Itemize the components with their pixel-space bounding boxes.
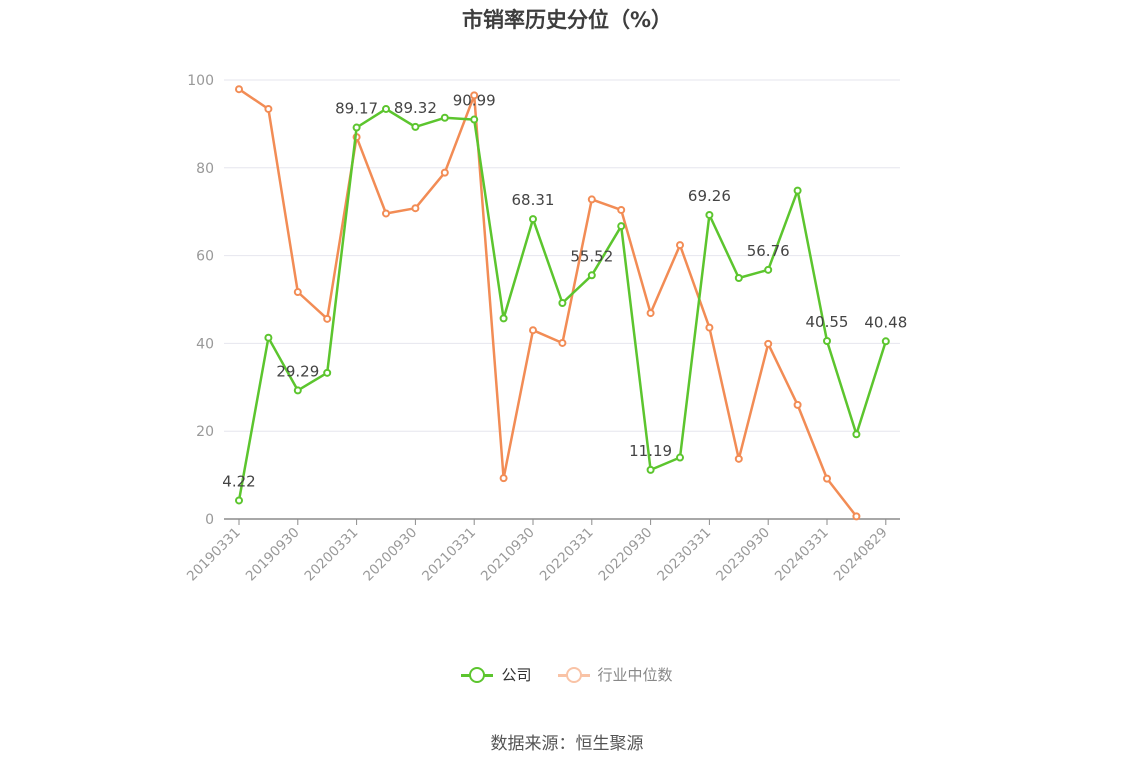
data-label: 40.55 xyxy=(806,313,849,331)
data-point xyxy=(852,512,861,521)
data-point xyxy=(646,309,655,318)
data-point xyxy=(470,91,479,100)
x-tick-label: 20220331 xyxy=(537,525,597,585)
data-point xyxy=(764,339,773,348)
data-labels: 4.22 29.29 89.17 89.32 90.99 68.31 55.52 11.19 6… xyxy=(222,92,907,491)
data-point xyxy=(823,336,831,345)
data-source: 数据来源：恒生聚源 xyxy=(490,734,644,754)
data-point xyxy=(823,474,831,483)
data-point xyxy=(705,210,714,219)
data-point xyxy=(676,453,684,462)
data-point xyxy=(646,465,655,474)
x-tick-label: 20190331 xyxy=(184,525,244,585)
data-point xyxy=(293,386,302,395)
data-point xyxy=(235,85,243,94)
data-point xyxy=(235,496,243,505)
series-industry-median xyxy=(235,85,861,521)
data-point xyxy=(293,288,302,297)
x-tick-label: 20240331 xyxy=(772,525,832,585)
data-label: 89.32 xyxy=(394,99,437,117)
y-tick-label: 100 xyxy=(187,73,214,89)
data-point xyxy=(411,204,420,213)
legend-industry-swatch-icon xyxy=(557,666,590,684)
data-point xyxy=(323,368,332,377)
legend-item-industry-median[interactable]: 行业中位数 xyxy=(557,664,673,685)
series-company xyxy=(235,104,890,505)
data-point xyxy=(881,337,890,346)
x-tick-label: 20210331 xyxy=(419,525,479,585)
x-tick-label: 20230331 xyxy=(654,525,714,585)
data-point xyxy=(264,104,273,113)
data-point xyxy=(323,314,332,323)
data-label: 89.17 xyxy=(335,100,378,118)
data-label: 55.52 xyxy=(570,247,613,265)
data-label: 11.19 xyxy=(629,442,672,460)
data-point xyxy=(382,209,390,218)
legend: 公司 行业中位数 xyxy=(0,664,1134,685)
legend-label-industry-median: 行业中位数 xyxy=(597,666,673,684)
data-point xyxy=(734,454,743,463)
x-tick-label: 20210930 xyxy=(478,525,538,585)
x-tick-label: 20200331 xyxy=(302,525,362,585)
x-tick-label: 20230930 xyxy=(713,525,773,585)
data-point xyxy=(558,299,567,308)
data-point xyxy=(587,195,596,204)
data-point xyxy=(440,113,449,122)
x-tick-label: 20200930 xyxy=(360,525,420,585)
data-point xyxy=(499,474,508,483)
data-point xyxy=(617,222,626,231)
data-label: 29.29 xyxy=(276,362,319,380)
data-label: 90.99 xyxy=(453,92,496,110)
data-label: 68.31 xyxy=(512,191,555,209)
data-label: 56.76 xyxy=(747,242,790,260)
y-tick-label: 80 xyxy=(196,161,214,177)
legend-item-company[interactable]: 公司 xyxy=(461,664,532,685)
x-tick-label: 20190930 xyxy=(243,525,303,585)
legend-company-swatch-icon xyxy=(461,666,494,684)
y-tick-label: 60 xyxy=(196,249,214,265)
data-point xyxy=(764,265,773,274)
data-point xyxy=(264,333,273,342)
series-lines xyxy=(235,85,890,521)
data-point xyxy=(382,104,390,113)
chart-title: 市销率历史分位（%） xyxy=(461,8,673,32)
data-point xyxy=(793,186,802,195)
data-label: 40.48 xyxy=(864,313,907,331)
data-point xyxy=(499,314,508,323)
data-point xyxy=(587,271,596,280)
grid-lines xyxy=(224,79,900,432)
data-point xyxy=(411,122,420,131)
data-point xyxy=(352,123,361,132)
x-tick-label: 20240829 xyxy=(831,525,891,585)
data-point xyxy=(470,115,479,124)
axes: 0 20 40 60 80 100 2019033120190930202003312020… xyxy=(184,73,900,584)
data-point xyxy=(734,273,743,282)
data-point xyxy=(558,338,567,347)
data-point xyxy=(529,215,537,224)
data-point xyxy=(793,400,802,409)
series-line xyxy=(238,88,858,518)
data-point xyxy=(617,205,626,214)
y-tick-label: 40 xyxy=(196,336,214,352)
legend-label-company: 公司 xyxy=(501,666,532,684)
data-label: 69.26 xyxy=(688,187,731,205)
data-point xyxy=(676,241,684,250)
data-label: 4.22 xyxy=(222,472,255,490)
data-point xyxy=(440,168,449,177)
y-tick-label: 20 xyxy=(196,424,214,440)
data-point xyxy=(852,430,861,439)
data-point xyxy=(529,326,537,335)
x-tick-label: 20220930 xyxy=(596,525,656,585)
data-point xyxy=(705,323,714,332)
y-tick-label: 0 xyxy=(205,512,214,528)
